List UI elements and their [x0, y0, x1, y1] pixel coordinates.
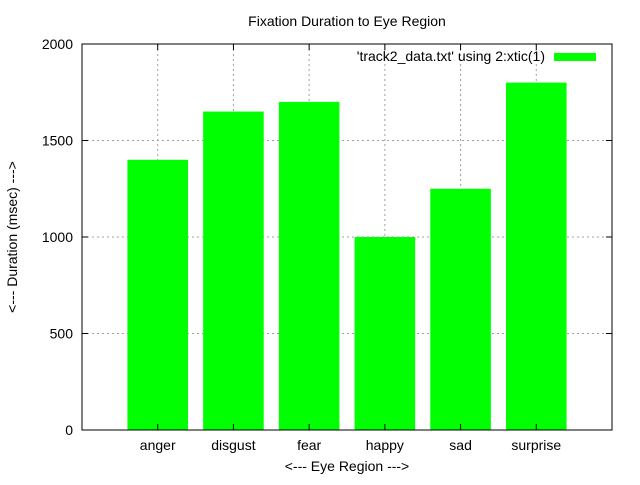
- y-axis-title: <--- Duration (msec) --->: [4, 161, 20, 313]
- chart-title: Fixation Duration to Eye Region: [248, 13, 446, 29]
- y-tick-label: 500: [50, 326, 74, 342]
- legend-label: 'track2_data.txt' using 2:xtic(1): [357, 48, 545, 64]
- legend: 'track2_data.txt' using 2:xtic(1): [357, 48, 596, 64]
- bar-layer: [127, 82, 567, 431]
- x-axis-title: <--- Eye Region --->: [285, 458, 409, 474]
- x-tick-label: disgust: [211, 437, 255, 453]
- tick-layer: 0 500 1000 1500 2000 anger disgust fear happy sad…: [42, 36, 612, 453]
- y-tick-label: 1500: [42, 133, 73, 149]
- x-tick-label: sad: [449, 437, 472, 453]
- bar-sad: [430, 188, 491, 430]
- legend-swatch: [554, 53, 596, 61]
- bar-happy: [354, 237, 416, 430]
- x-tick-label: anger: [140, 437, 176, 453]
- y-tick-label: 0: [65, 422, 73, 438]
- bar-surprise: [506, 82, 567, 430]
- bar-disgust: [203, 111, 264, 431]
- x-tick-label: fear: [297, 437, 321, 453]
- bar-anger: [127, 159, 188, 431]
- x-tick-label: happy: [366, 437, 404, 453]
- y-tick-label: 1000: [42, 229, 73, 245]
- y-tick-label: 2000: [42, 36, 73, 52]
- bar-fear: [278, 101, 340, 431]
- x-tick-label: surprise: [511, 437, 561, 453]
